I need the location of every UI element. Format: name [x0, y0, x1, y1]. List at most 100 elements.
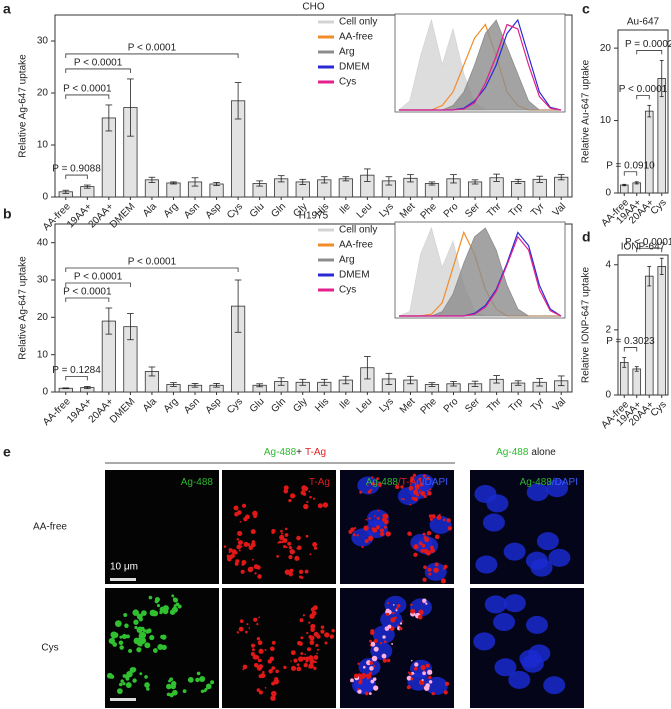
x-tick-label: Tyr	[529, 396, 547, 414]
nucleus	[521, 654, 544, 673]
significance-bracket	[65, 94, 110, 99]
signal-dot	[260, 672, 266, 679]
signal-dot	[395, 484, 400, 490]
scale-label: 10 μm	[110, 562, 138, 573]
signal-dot	[271, 690, 277, 697]
x-tick-label: Lys	[377, 396, 396, 415]
error-bar	[299, 178, 307, 185]
signal-dot	[119, 645, 124, 650]
signal-dot	[379, 531, 385, 537]
signal-dot	[122, 682, 126, 686]
signal-dot	[124, 623, 129, 629]
signal-dot	[177, 604, 182, 609]
error-bar	[659, 60, 664, 98]
error-bar	[277, 377, 285, 386]
chart-title: Au-647	[627, 17, 660, 28]
signal-dot	[304, 569, 309, 574]
signal-dot	[109, 674, 115, 679]
signal-dot	[252, 510, 258, 517]
signal-dot	[283, 485, 289, 491]
signal-dot	[301, 485, 307, 491]
x-tick-label: Leu	[355, 396, 375, 416]
signal-dot	[369, 692, 372, 695]
signal-dot	[262, 670, 265, 674]
signal-dot	[152, 648, 158, 653]
signal-dot	[166, 683, 172, 690]
signal-dot	[410, 677, 414, 681]
error-bar	[320, 378, 328, 386]
signal-dot	[373, 665, 375, 668]
signal-dot	[141, 610, 147, 616]
multicolor-label: Ag-488+ T-Ag	[264, 447, 326, 458]
signal-dot	[411, 671, 414, 675]
signal-dot	[223, 545, 227, 548]
signal-dot	[308, 666, 310, 669]
signal-dot	[387, 624, 392, 629]
signal-dot	[296, 535, 301, 541]
label-part: Ag-488	[366, 477, 399, 488]
signal-dot	[382, 635, 386, 639]
significance-label: P < 0.0001	[625, 237, 671, 248]
signal-dot	[410, 603, 413, 607]
signal-dot	[204, 687, 208, 692]
signal-dot	[239, 619, 244, 623]
x-tick-label: Tyr	[529, 201, 547, 219]
x-tick-label: Met	[398, 396, 418, 416]
legend-label: DMEM	[339, 270, 370, 281]
x-tick-label: Gln	[269, 396, 288, 415]
signal-dot	[234, 550, 238, 555]
signal-dot	[350, 678, 354, 683]
signal-dot	[379, 485, 382, 488]
signal-dot	[297, 545, 302, 551]
legend-label: Arg	[339, 255, 355, 266]
nucleus	[546, 479, 569, 498]
significance-bracket	[623, 171, 638, 176]
signal-dot	[238, 549, 241, 552]
x-tick-label: Ala	[141, 201, 159, 219]
significance-bracket	[636, 50, 663, 55]
significance-label: P < 0.0001	[74, 58, 123, 69]
signal-dot	[168, 679, 172, 683]
signal-dot	[317, 503, 323, 509]
signal-dot	[246, 542, 251, 547]
x-tick-label: Asn	[182, 201, 202, 221]
signal-dot	[271, 530, 275, 534]
significance-label: P = 0.0910	[606, 160, 655, 171]
signal-dot	[270, 695, 276, 701]
signal-dot	[159, 606, 166, 613]
significance-bracket	[65, 267, 239, 272]
signal-dot	[281, 532, 283, 535]
signal-dot	[210, 680, 215, 685]
signal-dot	[128, 648, 133, 654]
signal-dot	[354, 527, 357, 530]
label-part: /T-Ag	[398, 477, 422, 488]
error-bar	[634, 181, 639, 185]
signal-dot	[253, 514, 257, 519]
signal-dot	[313, 655, 319, 660]
signal-dot	[394, 616, 397, 620]
signal-dot	[331, 629, 335, 633]
signal-dot	[442, 567, 445, 570]
signal-dot	[196, 671, 201, 676]
signal-dot	[149, 609, 157, 617]
signal-dot	[420, 491, 426, 496]
x-tick-label: Cys	[649, 197, 669, 217]
signal-dot	[401, 620, 403, 623]
signal-dot	[418, 609, 424, 616]
nucleus	[530, 558, 553, 577]
x-tick-label: His	[313, 396, 331, 414]
signal-dot	[367, 535, 374, 541]
signal-dot	[284, 569, 291, 575]
signal-dot	[308, 490, 311, 493]
x-tick-label: Cys	[225, 201, 245, 221]
signal-dot	[309, 495, 312, 499]
signal-dot	[357, 688, 360, 691]
signal-dot	[390, 617, 396, 623]
x-tick-label: Thr	[485, 396, 504, 415]
signal-dot	[431, 691, 435, 696]
x-tick-label: AA-free	[41, 201, 73, 233]
significance-bracket	[65, 68, 131, 73]
label-part: Ag-488	[181, 477, 214, 488]
signal-dot	[199, 675, 206, 682]
signal-dot	[410, 659, 413, 662]
